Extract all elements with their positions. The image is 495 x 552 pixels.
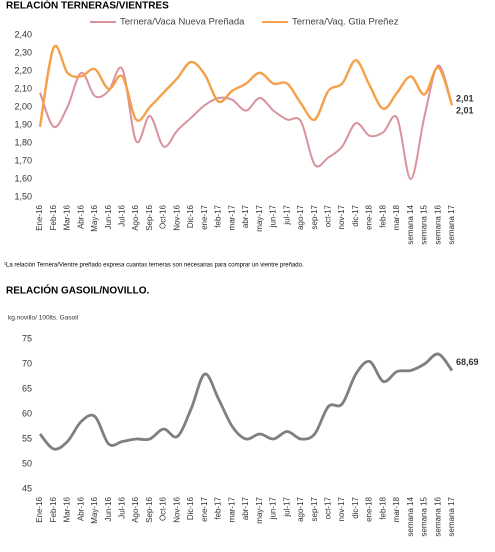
legend-label: Ternera/Vaq. Gtia Preñez <box>292 17 399 28</box>
series-line <box>39 64 453 181</box>
x-tick-label: jul-17 <box>282 204 291 225</box>
x-tick-label: Nov-16 <box>172 496 181 522</box>
x-tick-label: mar-18 <box>392 204 401 230</box>
y-tick-label: 2,00 <box>14 101 32 111</box>
x-tick-label: Oct-16 <box>159 496 168 521</box>
x-tick-label: ene-18 <box>365 204 374 229</box>
x-tick-label: Abr-16 <box>76 496 85 521</box>
y-tick-label: 1,50 <box>14 191 32 201</box>
x-tick-label: sep-17 <box>310 496 319 521</box>
y-tick-label: 2,10 <box>14 83 32 93</box>
y-tick-label: 70 <box>22 358 32 368</box>
x-tick-label: Nov-16 <box>172 204 181 230</box>
y-tick-label: 1,70 <box>14 155 32 165</box>
x-tick-label: Ago-16 <box>131 204 140 230</box>
y-tick-label: 45 <box>22 483 32 493</box>
x-tick-label: abr-17 <box>241 496 250 520</box>
x-tick-label: Dic-16 <box>186 496 195 520</box>
x-tick-label: Ago-16 <box>131 496 140 522</box>
y-tick-label: 2,30 <box>14 47 32 57</box>
x-tick-label: Abr-16 <box>76 204 85 229</box>
x-tick-label: feb-17 <box>214 496 223 519</box>
data-label: 2,01 <box>456 94 474 104</box>
x-tick-label: semana 14 <box>406 204 415 244</box>
y-tick-label: 75 <box>22 333 32 343</box>
x-tick-label: jun-17 <box>269 496 278 520</box>
x-tick-label: nov-17 <box>337 496 346 521</box>
x-tick-label: Sep-16 <box>145 204 154 230</box>
x-tick-label: Jul-16 <box>118 204 127 226</box>
x-tick-label: jun-17 <box>269 204 278 228</box>
y-tick-label: 2,20 <box>14 65 32 75</box>
x-tick-label: Feb-16 <box>49 204 58 230</box>
x-tick-label: mar-18 <box>392 496 401 522</box>
x-tick-label: May-16 <box>90 496 99 523</box>
x-tick-label: Jun-16 <box>104 496 113 521</box>
x-tick-label: sep-17 <box>310 204 319 229</box>
data-label: 68,69 <box>456 357 479 367</box>
x-tick-label: ene-17 <box>200 204 209 229</box>
x-tick-label: oct-17 <box>324 496 333 519</box>
x-tick-label: Oct-16 <box>159 204 168 229</box>
x-tick-label: abr-17 <box>241 204 250 228</box>
x-tick-label: nov-17 <box>337 204 346 229</box>
data-label: 2,01 <box>456 106 474 116</box>
x-tick-label: mar-17 <box>227 496 236 522</box>
chart-title: RELACIÓN GASOIL/NOVILLO. <box>6 284 150 297</box>
x-tick-label: dic-17 <box>351 204 360 226</box>
x-tick-label: semana 16 <box>433 496 442 536</box>
x-tick-label: may-17 <box>255 204 264 231</box>
x-tick-label: Jul-16 <box>118 496 127 518</box>
x-tick-label: semana 14 <box>406 496 415 536</box>
y-tick-label: 1,80 <box>14 137 32 147</box>
y-tick-label: 2,40 <box>14 29 32 39</box>
y-tick-label: 65 <box>22 383 32 393</box>
x-tick-label: semana 17 <box>447 204 456 244</box>
x-tick-label: semana 15 <box>420 204 429 244</box>
y-tick-label: 50 <box>22 458 32 468</box>
series-line <box>38 352 454 451</box>
x-tick-label: jul-17 <box>282 496 291 517</box>
x-tick-label: Dic-16 <box>186 204 195 228</box>
x-tick-label: semana 16 <box>433 204 442 244</box>
x-tick-label: ene-18 <box>365 496 374 521</box>
x-tick-label: Mar-16 <box>63 204 72 230</box>
x-tick-label: ago-17 <box>296 204 305 229</box>
y-tick-label: 55 <box>22 433 32 443</box>
legend-label: Ternera/Vaca Nueva Preñada <box>120 17 245 28</box>
x-tick-label: may-17 <box>255 496 264 523</box>
x-tick-label: Ene-16 <box>35 204 44 230</box>
x-tick-label: feb-18 <box>378 204 387 227</box>
x-tick-label: semana 15 <box>420 496 429 536</box>
x-tick-label: semana 17 <box>447 496 456 536</box>
chart-title: RELACIÓN TERNERAS/VIENTRES <box>6 0 169 12</box>
y-tick-label: 1,60 <box>14 173 32 183</box>
x-tick-label: feb-18 <box>378 496 387 519</box>
y-tick-label: 1,90 <box>14 119 32 129</box>
x-tick-label: Mar-16 <box>63 496 72 522</box>
x-tick-label: Jun-16 <box>104 204 113 229</box>
x-tick-label: Ene-16 <box>35 496 44 522</box>
x-tick-label: ago-17 <box>296 496 305 521</box>
x-tick-label: feb-17 <box>214 204 223 227</box>
x-tick-label: oct-17 <box>324 204 333 227</box>
y-axis-label: kg.novillo/ 100lts. Gasoil <box>8 315 79 322</box>
x-tick-label: May-16 <box>90 204 99 231</box>
x-tick-label: Sep-16 <box>145 496 154 522</box>
footnote: ¹La relación Ternera/Vientre preñado exp… <box>4 263 304 269</box>
x-tick-label: ene-17 <box>200 496 209 521</box>
x-tick-label: mar-17 <box>227 204 236 230</box>
x-tick-label: dic-17 <box>351 496 360 518</box>
series-line <box>38 44 454 128</box>
y-tick-label: 60 <box>22 408 32 418</box>
x-tick-label: Feb-16 <box>49 496 58 522</box>
